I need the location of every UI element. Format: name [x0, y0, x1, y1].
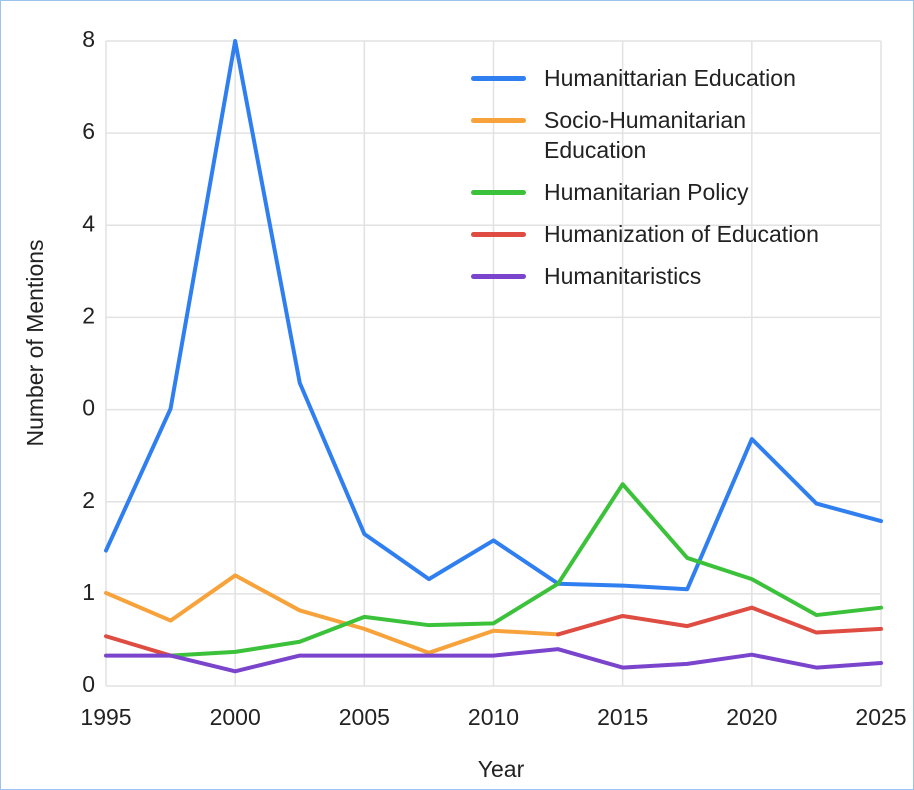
y-tick-label: 6	[82, 118, 95, 144]
y-tick-label: 0	[82, 671, 95, 697]
x-tick-label: 2000	[210, 704, 261, 730]
series-line	[104, 647, 883, 674]
x-tick-label: 2025	[855, 704, 906, 730]
legend-entry: Humanitarian Policy	[471, 177, 819, 207]
legend-entry: Humanization of Education	[471, 219, 819, 249]
series-line	[168, 482, 883, 658]
legend-label: Humanitaristics	[544, 263, 702, 289]
y-tick-label: 8	[82, 26, 95, 52]
legend-label: Socio-Humanitarian Education	[544, 107, 746, 163]
legend-label: Humanization of Education	[544, 221, 819, 247]
legend-entry: Humanitaristics	[471, 261, 819, 291]
x-axis-label: Year	[478, 756, 525, 782]
legend-swatch	[471, 232, 526, 237]
legend-entry: Socio-Humanitarian Education	[471, 105, 819, 165]
y-tick-label: 2	[82, 303, 95, 329]
x-tick-label: 2020	[726, 704, 777, 730]
grid	[105, 40, 882, 687]
legend-swatch	[471, 274, 526, 279]
x-tick-label: 2015	[597, 704, 648, 730]
series-line	[104, 573, 561, 655]
y-tick-label: 1	[82, 579, 95, 605]
y-axis-label: Number of Mentions	[22, 239, 48, 446]
legend-label: Humanittarian Education	[544, 65, 796, 91]
legend-swatch	[471, 118, 526, 123]
y-tick-label: 0	[82, 395, 95, 421]
legend-swatch	[471, 190, 526, 195]
legend-label: Humanitarian Policy	[544, 179, 749, 205]
legend-swatch	[471, 76, 526, 81]
y-tick-label: 4	[82, 210, 95, 236]
series-line	[104, 39, 883, 592]
legend: Humanittarian Education Socio-Humanitaria…	[471, 63, 819, 303]
x-tick-label: 2010	[468, 704, 519, 730]
series-line	[104, 605, 883, 658]
x-tick-label: 2005	[339, 704, 390, 730]
x-tick-label: 1995	[80, 704, 131, 730]
legend-entry: Humanittarian Education	[471, 63, 819, 93]
y-tick-label: 2	[82, 487, 95, 513]
